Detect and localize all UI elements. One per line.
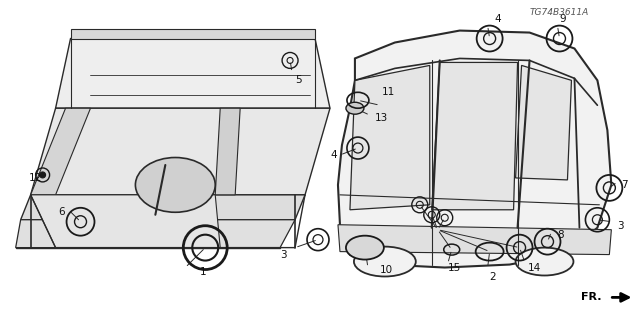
Polygon shape [516, 65, 572, 180]
Text: 4: 4 [495, 14, 501, 24]
Polygon shape [338, 225, 611, 255]
Text: 12: 12 [29, 173, 42, 183]
Ellipse shape [136, 157, 215, 212]
Text: 14: 14 [527, 262, 541, 273]
Text: 15: 15 [448, 262, 461, 273]
Polygon shape [31, 108, 330, 195]
Polygon shape [20, 195, 305, 220]
Text: 11: 11 [382, 87, 395, 97]
Text: 1: 1 [200, 267, 207, 276]
Text: 5: 5 [295, 75, 301, 85]
Polygon shape [432, 62, 518, 210]
Polygon shape [350, 65, 430, 210]
Text: 9: 9 [559, 14, 566, 24]
Text: 6: 6 [59, 207, 65, 217]
Polygon shape [338, 31, 611, 268]
Text: 2: 2 [490, 273, 496, 283]
Text: 10: 10 [380, 265, 393, 275]
Polygon shape [31, 195, 220, 248]
Text: 8: 8 [557, 230, 564, 240]
Circle shape [40, 172, 45, 178]
Text: 3: 3 [618, 221, 624, 231]
Polygon shape [215, 108, 240, 195]
Ellipse shape [346, 102, 364, 114]
Polygon shape [31, 108, 90, 195]
Polygon shape [15, 220, 295, 248]
Text: 13: 13 [375, 113, 388, 123]
Polygon shape [56, 38, 330, 108]
Ellipse shape [346, 236, 384, 260]
Text: 7: 7 [621, 180, 628, 190]
Text: FR.: FR. [581, 292, 602, 302]
Ellipse shape [516, 248, 573, 276]
Text: TG74B3611A: TG74B3611A [530, 8, 589, 17]
Ellipse shape [354, 247, 416, 276]
Text: 4: 4 [330, 150, 337, 160]
Text: 3: 3 [280, 250, 287, 260]
Polygon shape [70, 28, 315, 38]
